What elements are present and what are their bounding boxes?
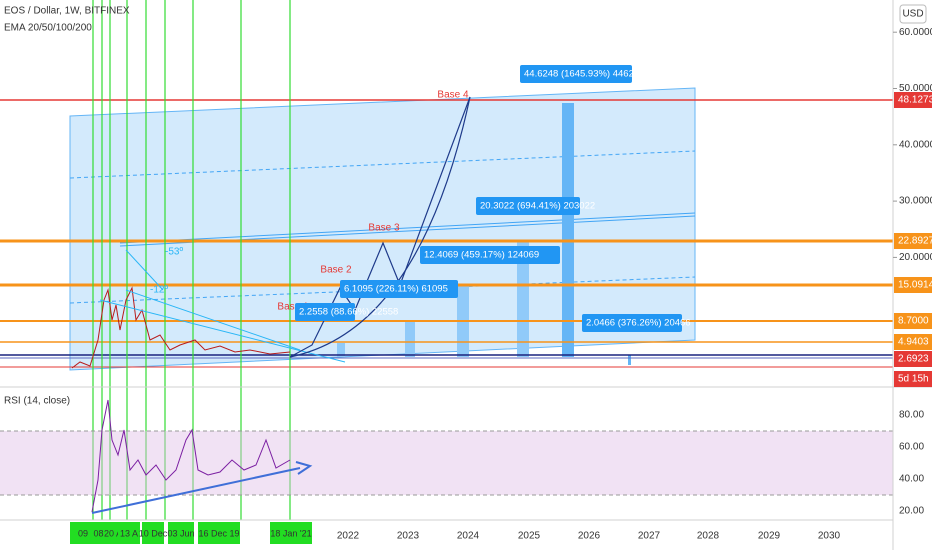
price-tag [894,92,932,108]
marker-date: 09 [78,528,88,538]
price-tag [894,351,932,367]
angle-line [125,249,164,291]
currency-button[interactable] [899,4,927,24]
forecast-curve [289,96,471,358]
price-label: 60.0000 [899,27,932,38]
marker-date-box [70,522,96,544]
price-label: 50.0000 [899,83,932,94]
rsi-label: 60.00 [899,442,924,453]
price-tag-label: 48.1273 [898,95,932,106]
marker-date-box [270,522,312,544]
marker-date-box [105,522,121,544]
time-label: 2028 [697,531,720,542]
price-tag-label: 8.7000 [898,316,929,327]
price-label: 20.0000 [899,252,932,263]
target-box [582,314,682,332]
channel-mid [69,276,696,304]
price-label: 40.0000 [899,139,932,150]
time-label: 2027 [638,531,661,542]
marker-date: 20 A [104,528,122,538]
dynamic-layer: 60.0000 50.0000 40.0000 30.0000 20.0000 48.12… [70,27,932,544]
rsi-label: 20.00 [899,506,924,517]
rsi-label: 40.00 [899,474,924,485]
base-label: Base 1 [277,302,309,313]
price-tag-label: 4.9403 [898,337,929,348]
target-label: 12.4069 (459.17%) 124069 [424,250,539,261]
target-label: 44.6248 (1645.93%) 446248 [524,69,644,80]
projection [405,320,415,357]
projection [562,103,574,357]
target-label: 2.2558 (88.66%) 22558 [299,307,398,318]
projection [337,343,345,357]
rsi-band [0,431,893,495]
marker-date-box [118,522,140,544]
trend-line [119,212,696,244]
price-label: 30.0000 [899,196,932,207]
marker-date: 08 J [93,528,110,538]
currency[interactable]: USD [902,9,923,20]
projection [628,355,631,365]
countdown: 5d 15h [898,374,929,385]
price-tag-label: 15.0914 [898,280,932,291]
target-box [295,303,355,321]
time-label: 2024 [457,531,480,542]
target-label: 20.3022 (694.41%) 203022 [480,201,595,212]
indicator-label: EMA 20/50/100/200 [4,23,92,34]
price-tag-label: 2.6923 [898,354,929,365]
price-series [71,286,291,369]
time-label: 2029 [758,531,781,542]
rsi-line [91,399,291,513]
price-tag [894,313,932,329]
angle-line [99,299,346,363]
time-label: 2030 [818,531,841,542]
marker-date: 10 Dec [139,528,168,538]
time-label: 2023 [397,531,420,542]
target-box [340,280,458,298]
time-label: 2026 [578,531,601,542]
price-tag [894,334,932,350]
base-label: Base 2 [320,265,352,276]
marker-date: 13 A [120,528,138,538]
marker-date-box [142,522,164,544]
rsi-trend [91,467,301,514]
rsi-title: RSI (14, close) [4,396,70,407]
angle-line [125,289,301,351]
time-label: 2022 [337,531,360,542]
marker-date: 18 Jan '21 [270,528,311,538]
countdown-tag [894,371,932,387]
price-tag [894,233,932,249]
target-box [520,65,632,83]
target-label: 2.0466 (376.26%) 20466 [586,318,691,329]
rsi-label: 80.00 [899,410,924,421]
projection [517,240,529,357]
base-label: Base 4 [437,90,469,101]
chart-title: EOS / Dollar, 1W, BITFINEX [4,6,130,17]
base-label: Base 3 [368,223,400,234]
price-tag [894,277,932,293]
target-box [476,197,580,215]
angle-label: -12º [150,285,168,296]
time-label: 2025 [518,531,541,542]
marker-date: 03 Jun [167,528,194,538]
price-tag-label: 22.8927 [898,236,932,247]
rsi-arrow [295,461,313,475]
channel-mid [69,150,696,179]
marker-date-box [168,522,194,544]
marker-date-box [198,522,240,544]
target-box [420,246,560,264]
angle-label: -53º [165,247,183,258]
target-label: 6.1095 (226.11%) 61095 [344,284,448,295]
marker-date: 16 Dec 19 [198,528,239,538]
